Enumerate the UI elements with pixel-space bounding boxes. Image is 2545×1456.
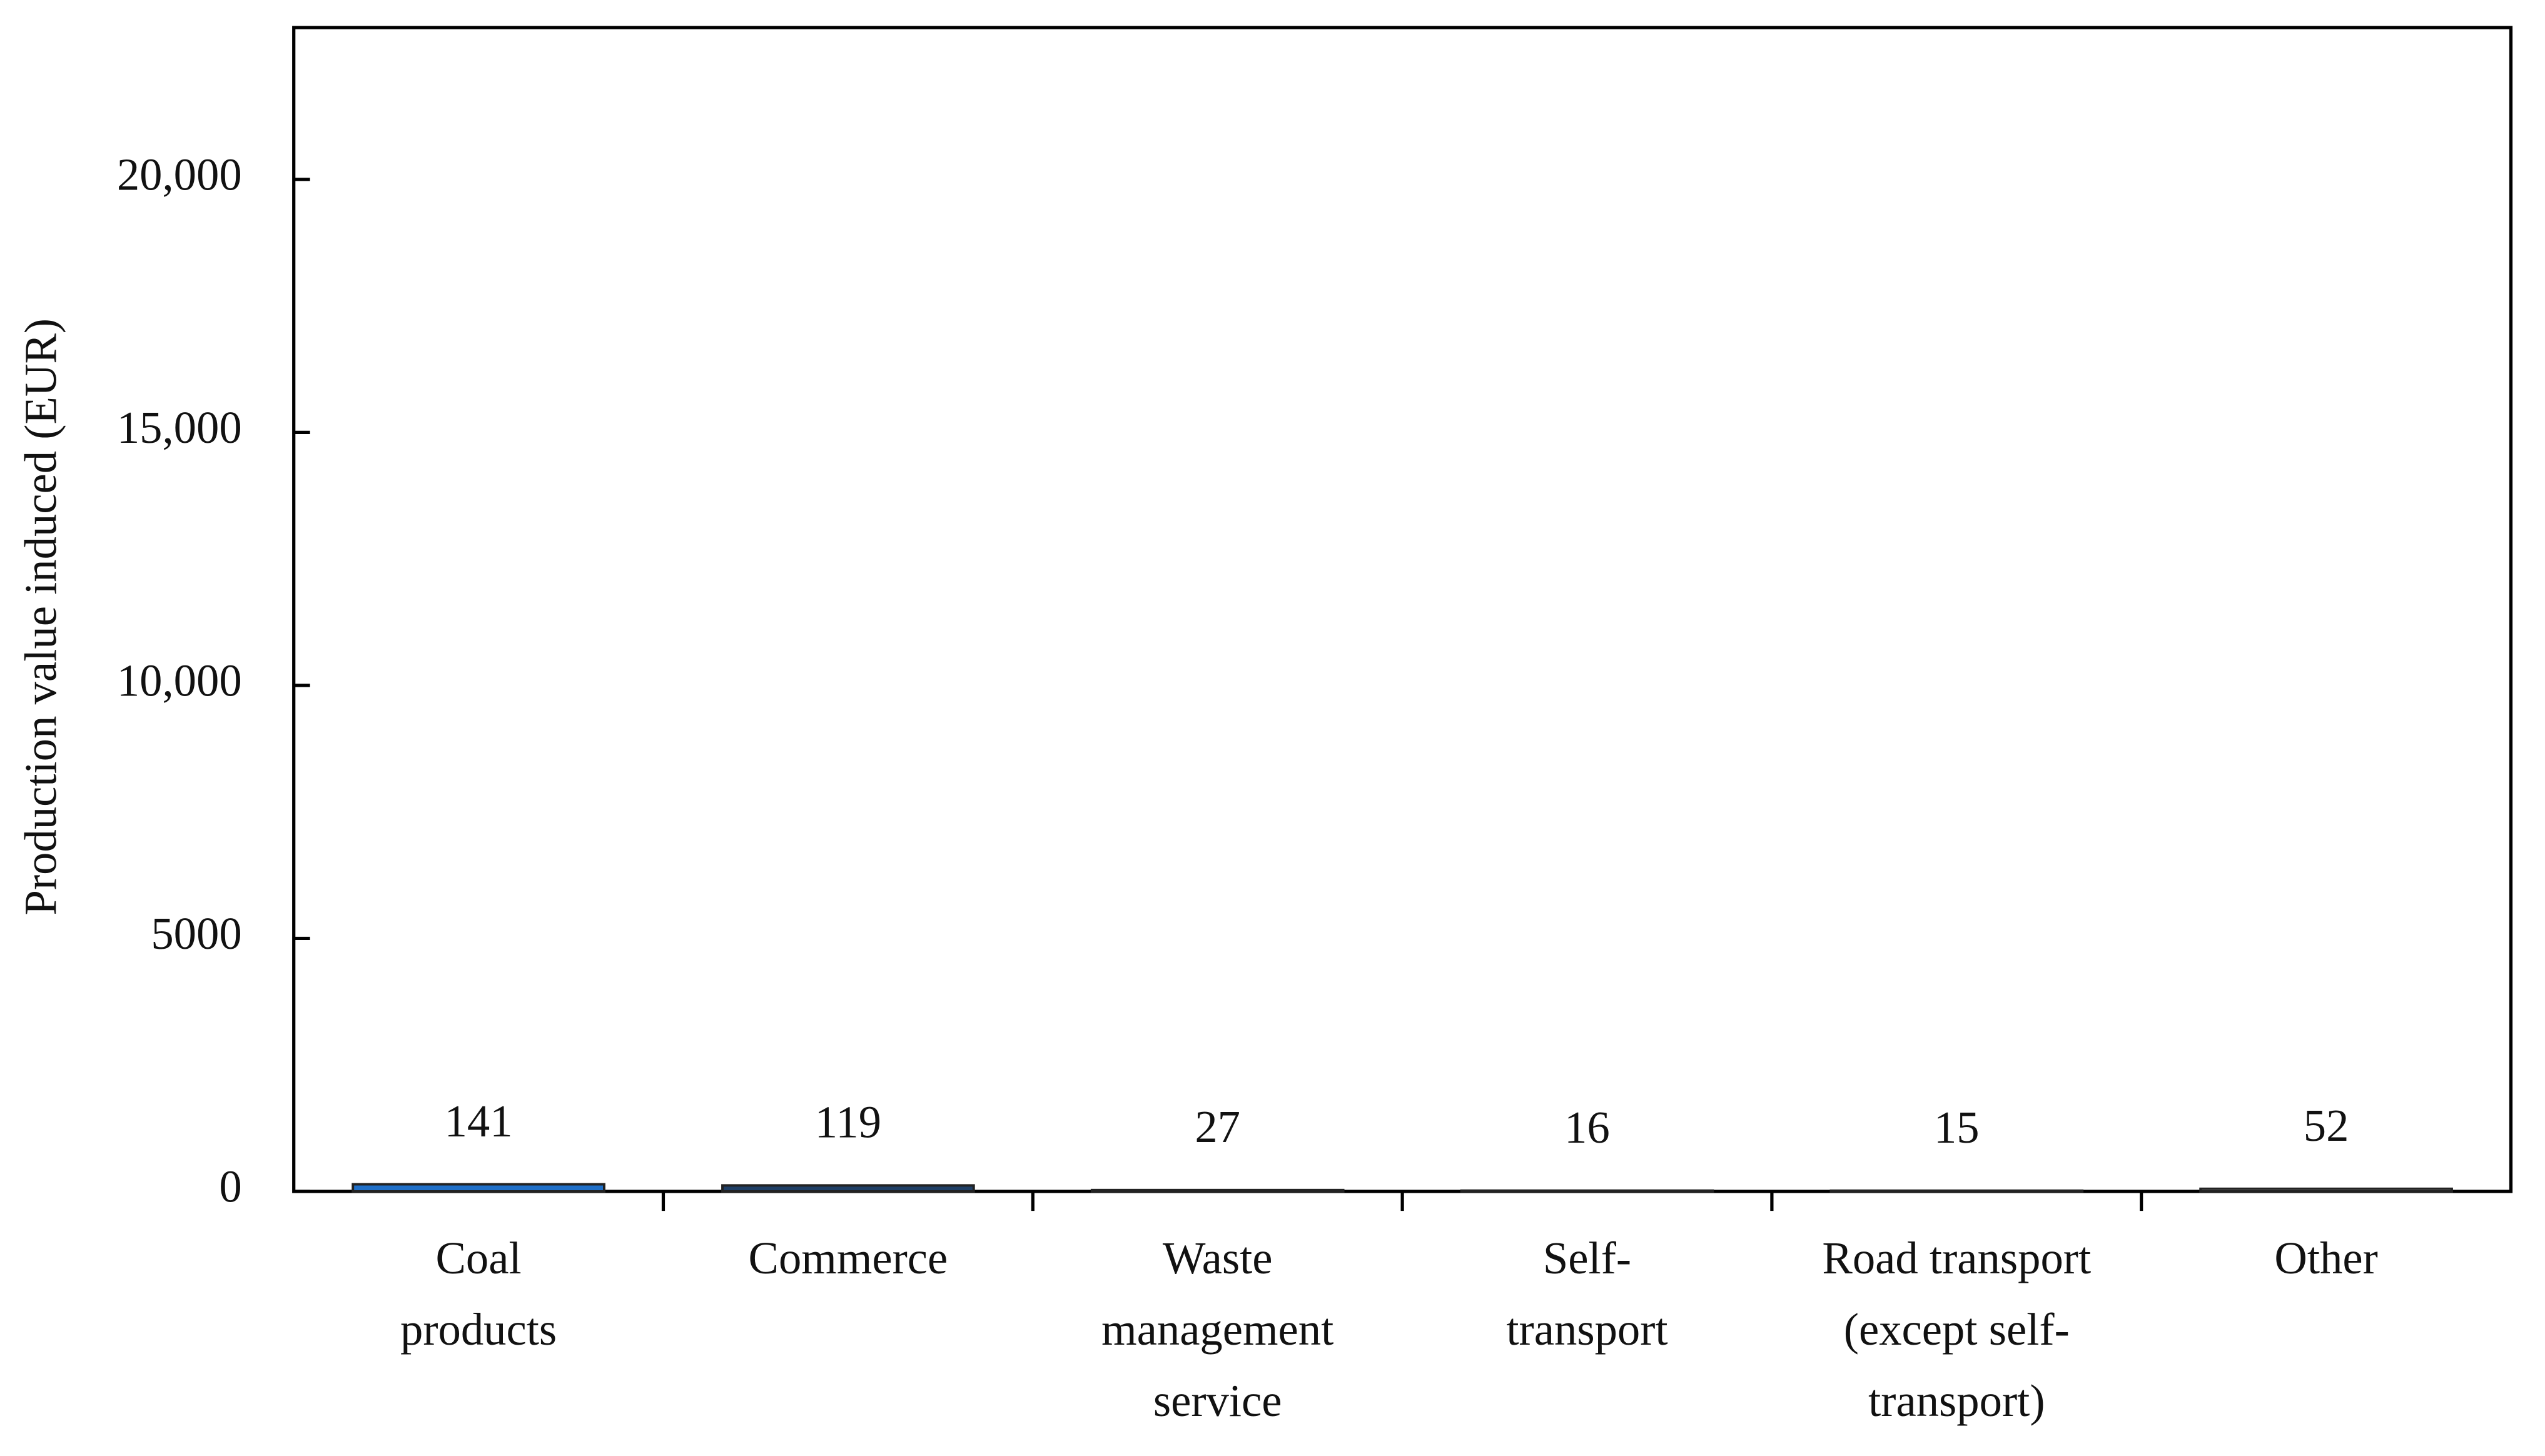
y-tick-label: 5000 xyxy=(151,908,241,959)
y-tick-label: 0 xyxy=(219,1161,241,1212)
x-tick-label: transport xyxy=(1506,1304,1667,1355)
value-label: 119 xyxy=(815,1097,881,1148)
value-label: 16 xyxy=(1564,1102,1610,1153)
y-tick-label: 10,000 xyxy=(117,655,242,706)
x-tick-label: management xyxy=(1101,1304,1333,1355)
x-tick-label: Self- xyxy=(1543,1233,1631,1283)
x-tick-label: Commerce xyxy=(749,1233,948,1283)
bar xyxy=(721,1184,975,1193)
y-tick-label: 15,000 xyxy=(117,402,242,453)
x-tick-label: Coal xyxy=(435,1233,521,1283)
x-tick-label: products xyxy=(400,1304,557,1355)
x-tick-label: Other xyxy=(2274,1233,2377,1283)
x-tick-label: Waste xyxy=(1163,1233,1273,1283)
x-tick-label: Road transport xyxy=(1822,1233,2091,1283)
x-tick-label: service xyxy=(1153,1375,1282,1426)
y-tick-label: 20,000 xyxy=(117,149,242,200)
bar xyxy=(1090,1188,1345,1193)
bar xyxy=(2199,1187,2453,1193)
x-tick-label: transport) xyxy=(1868,1375,2045,1426)
value-label: 52 xyxy=(2304,1100,2349,1151)
value-label: 141 xyxy=(445,1096,513,1146)
x-tick-label: (except self- xyxy=(1844,1304,2070,1355)
value-label: 27 xyxy=(1195,1101,1240,1152)
y-axis-label: Production value induced (EUR) xyxy=(15,318,66,915)
bar xyxy=(352,1183,605,1193)
value-label: 15 xyxy=(1934,1102,1980,1153)
plot-frame xyxy=(292,26,2513,1193)
